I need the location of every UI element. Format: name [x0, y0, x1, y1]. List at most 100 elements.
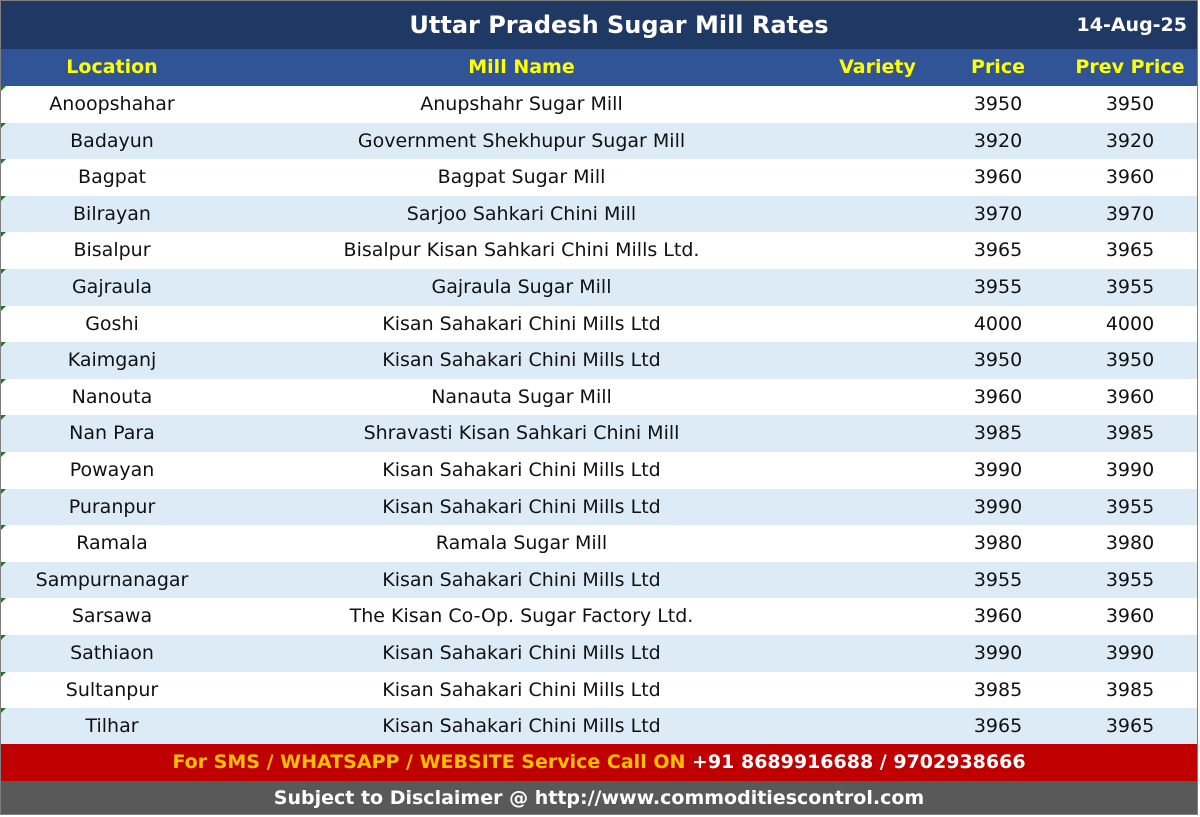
cell-prev-price: 3960: [1105, 166, 1155, 189]
table-row: Bisalpur Bisalpur Kisan Sahkari Chini Mil…: [1, 232, 1197, 269]
cell-mill-name: The Kisan Co-Op. Sugar Factory Ltd.: [349, 605, 694, 628]
cell-mill-name: Bisalpur Kisan Sahkari Chini Mills Ltd.: [343, 239, 700, 262]
table-row: Sampurnanagar Kisan Sahakari Chini Mills …: [1, 561, 1197, 599]
column-header-mill-name: Mill Name: [468, 56, 575, 78]
cell-variety: [820, 342, 935, 379]
cell-location: Kaimganj: [67, 349, 157, 372]
cell-prev-price: 4000: [1105, 312, 1155, 335]
cell-variety: [820, 123, 935, 160]
cell-mill-name: Shravasti Kisan Sahkari Chini Mill: [363, 422, 680, 445]
table-body: Anoopshahar Anupshahr Sugar Mill 3950 3950 B…: [1, 86, 1197, 745]
disclaimer-text: Subject to Disclaimer @ http://www.commo…: [273, 787, 925, 809]
cell-prev-price: 3960: [1105, 605, 1155, 628]
table-row: Sathiaon Kisan Sahakari Chini Mills Ltd 39…: [1, 634, 1197, 672]
cell-mill-name: Nanauta Sugar Mill: [431, 385, 612, 408]
cell-mill-name: Gajraula Sugar Mill: [431, 275, 612, 298]
table-header: Location Mill Name Variety Price Prev Pr…: [1, 49, 1197, 86]
cell-price: 3960: [973, 605, 1023, 628]
service-label: For SMS / WHATSAPP / WEBSITE Service Cal…: [172, 751, 692, 773]
cell-price: 3980: [973, 532, 1023, 555]
cell-mill-name: Anupshahr Sugar Mill: [420, 93, 623, 115]
table-row: Gajraula Gajraula Sugar Mill 3955 3955: [1, 268, 1197, 306]
cell-price: 3960: [973, 166, 1023, 189]
cell-prev-price: 3980: [1105, 532, 1155, 555]
cell-mill-name: Kisan Sahakari Chini Mills Ltd: [382, 568, 661, 591]
cell-prev-price: 3955: [1105, 275, 1155, 298]
cell-prev-price: 3985: [1105, 678, 1155, 701]
cell-comment-marker: [1, 86, 6, 91]
cell-mill-name: Kisan Sahakari Chini Mills Ltd: [382, 349, 661, 372]
cell-comment-marker: [1, 195, 6, 201]
cell-variety: [820, 489, 935, 526]
cell-comment-marker: [1, 232, 6, 238]
cell-price: 3990: [973, 458, 1023, 481]
cell-price: 3950: [973, 93, 1023, 115]
table-row: Kaimganj Kisan Sahakari Chini Mills Ltd 39…: [1, 342, 1197, 379]
cell-prev-price: 3950: [1105, 349, 1155, 372]
cell-variety: [820, 598, 935, 635]
cell-location: Gajraula: [71, 275, 153, 298]
cell-prev-price: 3965: [1105, 715, 1155, 738]
cell-comment-marker: [1, 122, 6, 128]
cell-prev-price: 3985: [1105, 422, 1155, 445]
cell-price: 3970: [973, 202, 1023, 225]
cell-mill-name: Kisan Sahakari Chini Mills Ltd: [382, 458, 661, 481]
cell-price: 3920: [973, 129, 1023, 152]
title-bar: Uttar Pradesh Sugar Mill Rates 14-Aug-25: [1, 1, 1197, 49]
cell-prev-price: 3990: [1105, 458, 1155, 481]
cell-location: Nanouta: [71, 385, 153, 408]
cell-variety: [820, 415, 935, 452]
cell-variety: [820, 672, 935, 709]
cell-price: 3950: [973, 349, 1023, 372]
cell-location: Sultanpur: [65, 678, 159, 701]
disclaimer-banner: Subject to Disclaimer @ http://www.commo…: [1, 781, 1197, 814]
cell-location: Bisalpur: [73, 239, 151, 262]
cell-location: Bilrayan: [73, 202, 151, 225]
cell-prev-price: 3970: [1105, 202, 1155, 225]
table-row: Nanouta Nanauta Sugar Mill 3960 3960: [1, 378, 1197, 416]
table-row: Tilhar Kisan Sahakari Chini Mills Ltd 3965…: [1, 708, 1197, 745]
column-header-location: Location: [66, 56, 158, 78]
cell-comment-marker: [1, 415, 6, 421]
cell-variety: [820, 232, 935, 269]
cell-location: Badayun: [70, 129, 154, 152]
cell-prev-price: 3960: [1105, 385, 1155, 408]
cell-price: 3955: [973, 275, 1023, 298]
table-row: Ramala Ramala Sugar Mill 3980 3980: [1, 525, 1197, 562]
cell-comment-marker: [1, 488, 6, 494]
cell-comment-marker: [1, 634, 6, 640]
service-phones: +91 8689916688 / 9702938666: [692, 751, 1026, 773]
cell-variety: [820, 159, 935, 196]
cell-location: Sathiaon: [70, 641, 154, 664]
cell-mill-name: Kisan Sahakari Chini Mills Ltd: [382, 641, 661, 664]
cell-location: Bagpat: [78, 166, 146, 189]
cell-location: Tilhar: [85, 715, 139, 738]
cell-mill-name: Kisan Sahakari Chini Mills Ltd: [382, 715, 661, 738]
page-title: Uttar Pradesh Sugar Mill Rates: [409, 11, 829, 39]
table-row: Badayun Government Shekhupur Sugar Mill 39…: [1, 122, 1197, 160]
cell-variety: [820, 306, 935, 343]
cell-comment-marker: [1, 708, 6, 714]
cell-price: 3965: [973, 239, 1023, 262]
table-row: Bilrayan Sarjoo Sahkari Chini Mill 3970 397…: [1, 195, 1197, 233]
cell-price: 3960: [973, 385, 1023, 408]
cell-comment-marker: [1, 561, 6, 567]
cell-comment-marker: [1, 525, 6, 531]
cell-variety: [820, 562, 935, 599]
cell-comment-marker: [1, 159, 6, 165]
cell-price: 3955: [973, 568, 1023, 591]
table-row: Sarsawa The Kisan Co-Op. Sugar Factory Lt…: [1, 598, 1197, 635]
column-header-prev-price: Prev Price: [1075, 56, 1185, 78]
table-row: Powayan Kisan Sahakari Chini Mills Ltd 399…: [1, 451, 1197, 489]
cell-price: 3965: [973, 715, 1023, 738]
table-row: Sultanpur Kisan Sahakari Chini Mills Ltd 3…: [1, 671, 1197, 709]
cell-location: Puranpur: [68, 495, 156, 518]
cell-prev-price: 3965: [1105, 239, 1155, 262]
cell-comment-marker: [1, 342, 6, 348]
cell-location: Powayan: [69, 458, 155, 481]
cell-variety: [820, 635, 935, 672]
cell-location: Ramala: [76, 532, 148, 555]
cell-comment-marker: [1, 598, 6, 604]
cell-variety: [820, 525, 935, 562]
